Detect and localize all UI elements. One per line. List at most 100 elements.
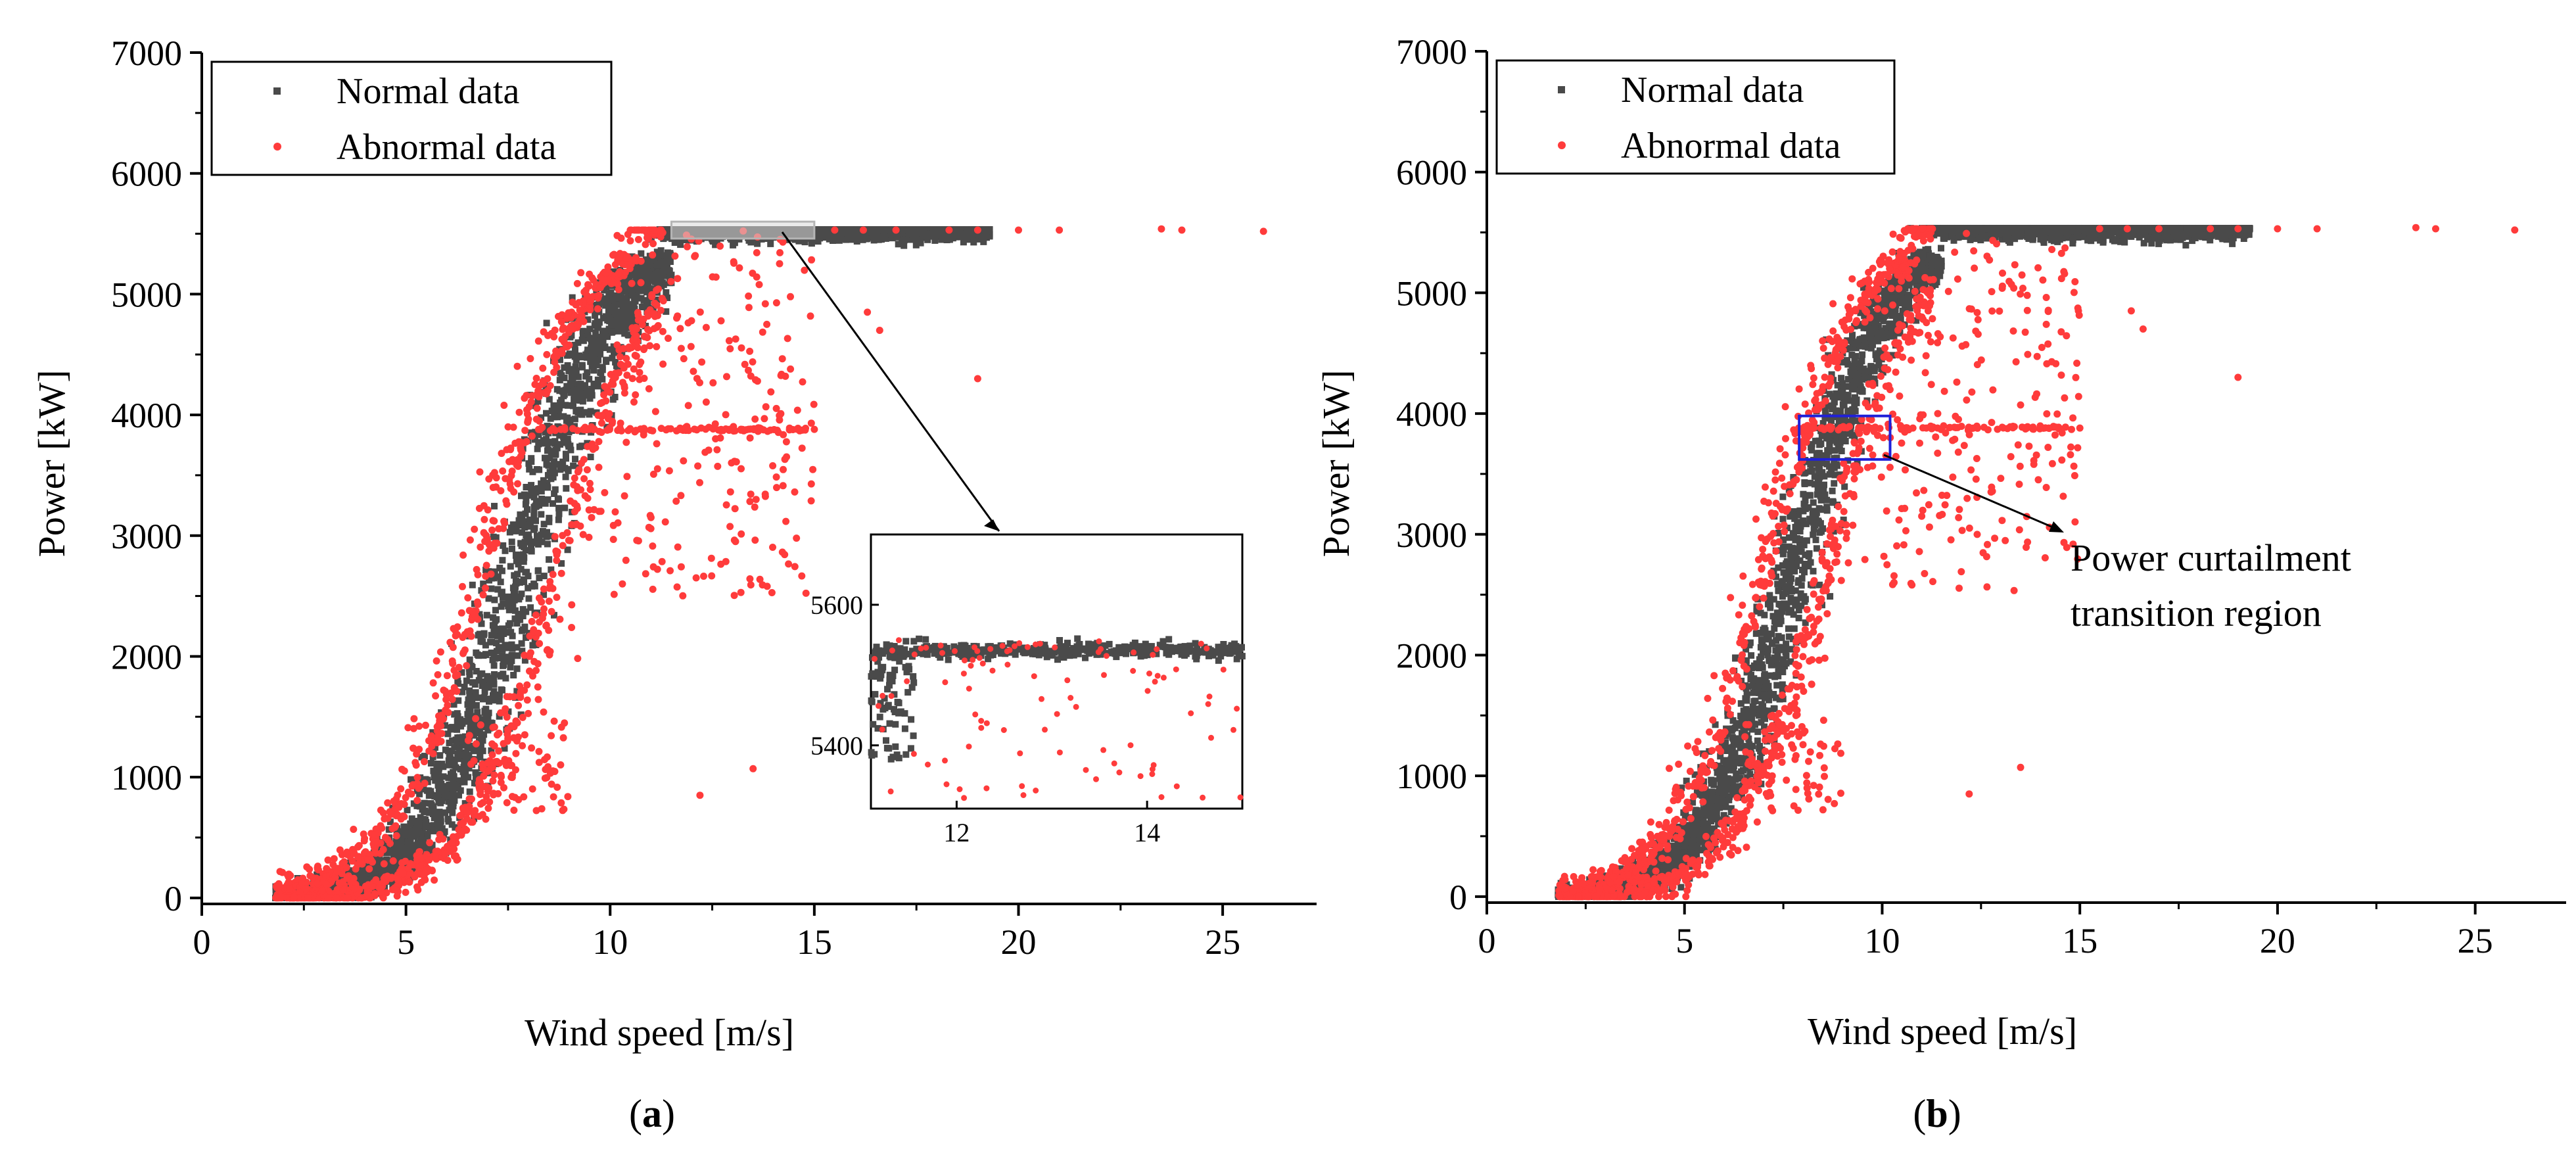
normal-point <box>531 582 538 590</box>
normal-point <box>586 411 593 418</box>
normal-point <box>532 517 539 525</box>
normal-point <box>517 511 524 518</box>
normal-point <box>518 492 525 500</box>
normal-point <box>658 283 665 290</box>
normal-point <box>484 684 492 691</box>
normal-point <box>408 827 415 834</box>
normal-point <box>499 557 506 564</box>
normal-point <box>528 548 535 555</box>
normal-point <box>466 687 473 694</box>
normal-point <box>508 657 515 665</box>
normal-point <box>540 573 548 580</box>
normal-point <box>555 516 562 523</box>
normal-point <box>555 510 563 517</box>
normal-point <box>626 276 633 283</box>
normal-point <box>582 373 590 380</box>
normal-point <box>657 247 665 254</box>
abnormal-point <box>543 350 551 358</box>
normal-point <box>446 782 453 788</box>
abnormal-point <box>574 655 582 663</box>
normal-point <box>924 230 931 237</box>
normal-point <box>398 828 405 835</box>
normal-point <box>413 802 421 809</box>
abnormal-point <box>588 513 596 521</box>
normal-point <box>521 554 528 561</box>
normal-point <box>390 841 397 847</box>
abnormal-point <box>655 285 662 293</box>
abnormal-point <box>532 415 540 423</box>
normal-point <box>451 711 458 718</box>
normal-point <box>617 315 624 321</box>
normal-point <box>375 866 383 874</box>
normal-point <box>629 302 636 310</box>
normal-point <box>567 416 574 423</box>
normal-point <box>941 226 948 233</box>
normal-point <box>663 289 670 296</box>
normal-point <box>621 295 628 302</box>
normal-point <box>501 745 508 752</box>
normal-point <box>609 296 615 303</box>
abnormal-point <box>463 662 471 670</box>
normal-point <box>590 359 597 366</box>
normal-point <box>960 239 967 246</box>
normal-point <box>599 339 607 346</box>
normal-point <box>963 226 970 233</box>
normal-point <box>465 718 472 725</box>
normal-point <box>386 847 394 854</box>
normal-point <box>619 349 626 356</box>
abnormal-point <box>466 536 474 544</box>
normal-point <box>795 237 803 244</box>
normal-point <box>551 486 559 493</box>
normal-point <box>863 235 870 243</box>
abnormal-point <box>585 506 593 514</box>
normal-point <box>551 414 558 421</box>
normal-point <box>492 695 499 701</box>
normal-point <box>493 640 500 647</box>
normal-point <box>467 706 474 713</box>
normal-point <box>843 236 850 243</box>
normal-point <box>518 640 525 647</box>
normal-point <box>404 807 411 814</box>
normal-point <box>567 446 574 454</box>
normal-point <box>513 644 521 651</box>
normal-point <box>429 803 436 810</box>
normal-point <box>435 769 442 776</box>
normal-point <box>818 226 825 233</box>
abnormal-point <box>519 713 527 721</box>
normal-point <box>596 319 603 326</box>
normal-point <box>415 828 423 836</box>
normal-point <box>499 686 505 694</box>
normal-point <box>358 871 365 878</box>
normal-point <box>550 500 556 507</box>
normal-point <box>490 662 498 669</box>
normal-point <box>599 327 606 335</box>
normal-point <box>517 540 525 547</box>
normal-point <box>431 793 438 800</box>
abnormal-point <box>306 865 314 873</box>
normal-point <box>607 289 615 296</box>
normal-point <box>606 302 613 309</box>
normal-point <box>597 350 604 358</box>
normal-point <box>493 648 500 655</box>
normal-point <box>544 484 551 491</box>
normal-point <box>590 367 597 374</box>
normal-point <box>557 356 563 364</box>
normal-point <box>470 744 477 751</box>
normal-point <box>552 446 559 454</box>
normal-point <box>548 532 555 540</box>
normal-point <box>507 663 514 671</box>
normal-point <box>546 396 553 403</box>
normal-point <box>901 242 908 249</box>
normal-point <box>479 716 486 723</box>
normal-point <box>472 723 479 730</box>
normal-point <box>466 656 473 663</box>
normal-point <box>427 760 434 767</box>
normal-point <box>946 236 953 243</box>
normal-point <box>525 584 532 592</box>
normal-point <box>472 694 479 701</box>
normal-point <box>467 722 474 729</box>
normal-point <box>498 588 505 596</box>
normal-point <box>509 584 517 592</box>
normal-point <box>466 671 473 678</box>
normal-point <box>475 694 482 701</box>
